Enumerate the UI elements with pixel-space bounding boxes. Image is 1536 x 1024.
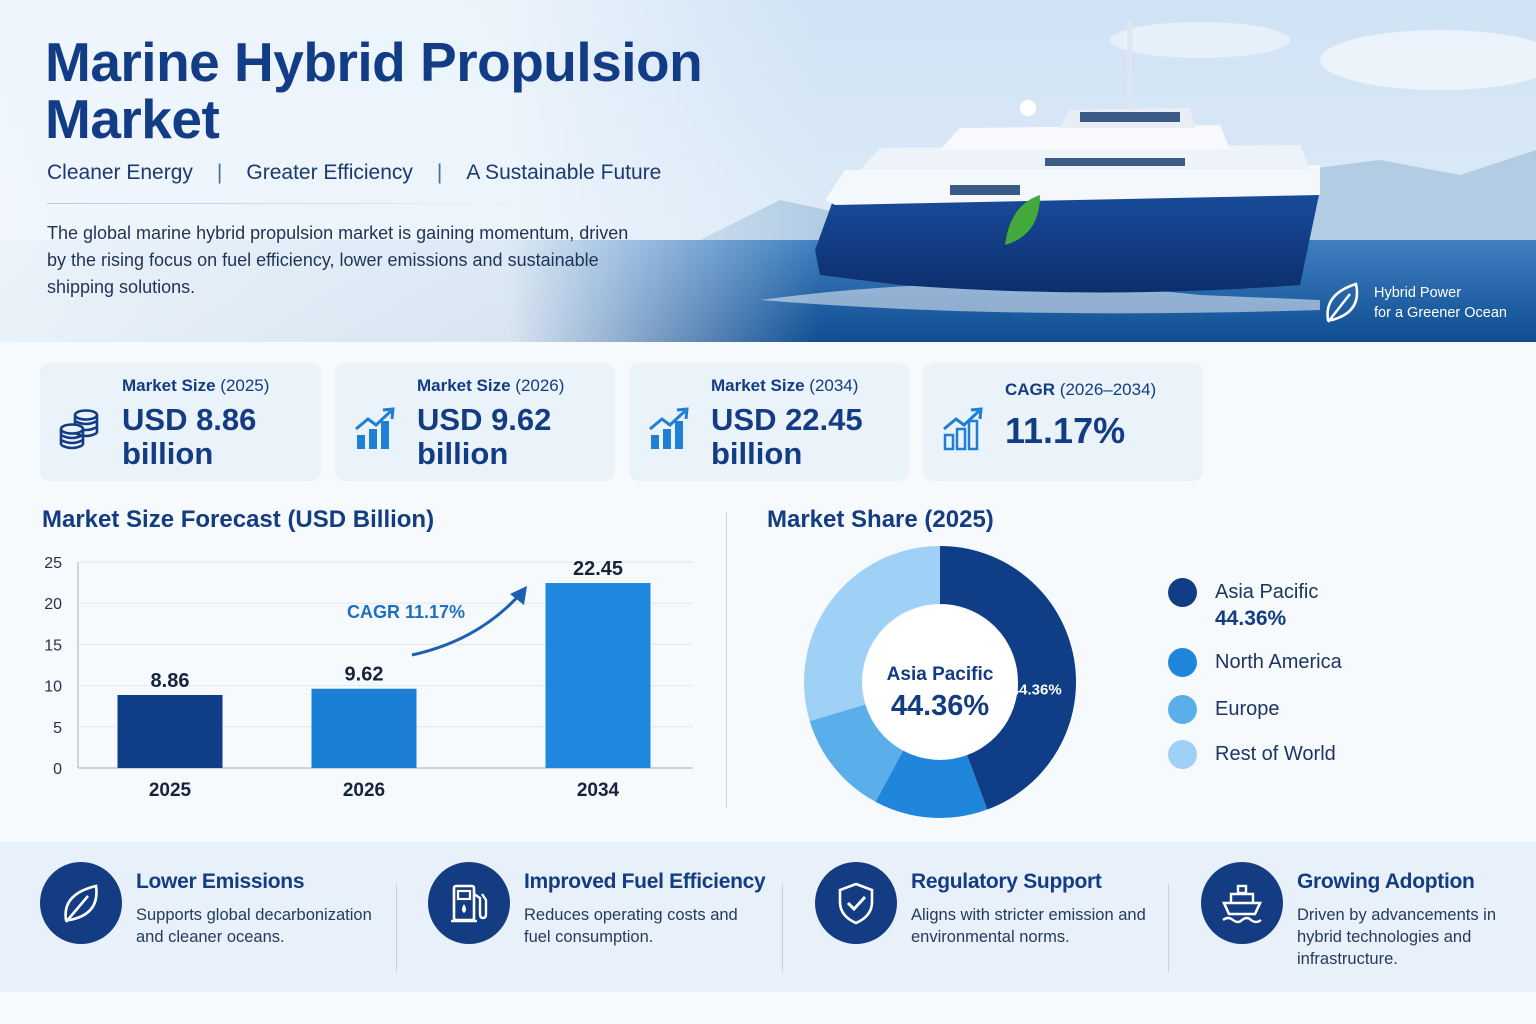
ship-icon (1221, 884, 1263, 924)
legend-swatch (1168, 695, 1197, 724)
growth-chart-icon (355, 407, 395, 449)
tagline-separator: | (436, 161, 443, 184)
fuel-pump-icon (451, 884, 488, 923)
tagline: A Sustainable Future (466, 161, 662, 184)
donut-hole (863, 605, 1017, 759)
feature-title: Growing Adoption (1297, 870, 1475, 893)
kpi-label: Market Size (2026) (417, 376, 565, 395)
bar-value-label: 22.45 (573, 558, 623, 580)
bar-2026 (311, 688, 417, 768)
x-tick-label: 2026 (343, 780, 385, 801)
legend-item-north-america: North America (1168, 648, 1342, 677)
feature-divider (782, 884, 783, 972)
bar-2025 (117, 694, 223, 768)
feature-title: Regulatory Support (911, 870, 1102, 893)
kpi-card-market-size-2025: Market Size (2025) USD 8.86 billion (40, 363, 321, 481)
cagr-arrowhead (510, 586, 527, 605)
donut-slice-rest-of-world (804, 546, 940, 722)
feature-icon-circle (1201, 862, 1283, 944)
cagr-arrow (411, 591, 524, 657)
bar-value-label: 8.86 (151, 670, 190, 692)
tagline: Cleaner Energy (47, 161, 193, 184)
growth-chart-icon (943, 407, 983, 451)
section-divider (726, 512, 727, 808)
feature-divider (396, 884, 397, 972)
tagline: Greater Efficiency (246, 161, 413, 184)
kpi-label: Market Size (2025) (122, 376, 270, 395)
donut-chart-title: Market Share (2025) (767, 506, 994, 533)
kpi-label: Market Size (2034) (711, 376, 859, 395)
divider (47, 203, 537, 204)
legend-item-asia-pacific: Asia Pacific 44.36% (1168, 578, 1318, 632)
bar-chart-title: Market Size Forecast (USD Billion) (42, 506, 435, 533)
tagline-row: Cleaner Energy | Greater Efficiency | A … (47, 158, 661, 188)
bar-value-label: 9.62 (345, 664, 384, 686)
shield-check-icon (838, 882, 874, 925)
legend-swatch (1168, 740, 1197, 769)
page-title: Marine Hybrid Propulsion Market (45, 31, 703, 150)
y-tick-label: 25 (44, 555, 62, 572)
intro-paragraph: The global marine hybrid propulsion mark… (47, 223, 629, 297)
x-tick-label: 2034 (577, 780, 620, 801)
feature-icon-circle (40, 862, 122, 944)
legend-label: Rest of World (1215, 743, 1336, 765)
legend-item-europe: Europe (1168, 695, 1280, 724)
market-share-donut-chart: 44.36% Asia Pacific 44.36% (804, 546, 1076, 818)
legend-label: Europe (1215, 698, 1280, 720)
kpi-value: USD 9.62 billion (417, 402, 552, 471)
leaf-icon (1326, 282, 1359, 323)
bar-2034 (545, 583, 651, 768)
kpi-card-market-size-2034: Market Size (2034) USD 22.45 billion (629, 363, 909, 481)
slice-value-label: 44.36% (1011, 682, 1062, 699)
coins-icon (59, 409, 99, 450)
feature-title: Lower Emissions (136, 870, 305, 893)
leaf-icon (64, 884, 98, 923)
legend-swatch (1168, 578, 1197, 607)
kpi-card-cagr: CAGR (2026–2034) 11.17% (923, 363, 1203, 481)
kpi-value: USD 22.45 billion (711, 402, 863, 471)
badge-line: for a Greener Ocean (1374, 305, 1507, 321)
feature-icon-circle (428, 862, 510, 944)
x-tick-label: 2025 (149, 780, 192, 801)
market-size-bar-chart: 05101520258.8620259.62202622.452034CAGR … (44, 555, 693, 801)
badge-line: Hybrid Power (1374, 285, 1462, 301)
feature-icon-circle (815, 862, 897, 944)
kpi-card-market-size-2026: Market Size (2026) USD 9.62 billion (335, 363, 615, 481)
kpi-value: 11.17% (1005, 410, 1126, 451)
y-tick-label: 10 (44, 679, 62, 696)
legend-swatch (1168, 648, 1197, 677)
feature-title: Improved Fuel Efficiency (524, 870, 766, 893)
hero-text-backdrop (0, 0, 820, 342)
y-tick-label: 5 (53, 720, 62, 737)
hybrid-power-badge: Hybrid Power for a Greener Ocean (1322, 280, 1507, 326)
hero-banner: Marine Hybrid Propulsion Market Cleaner … (0, 0, 1536, 342)
kpi-value: USD 8.86 billion (122, 402, 257, 471)
legend-value: 44.36% (1215, 607, 1287, 630)
legend-label: Asia Pacific (1215, 581, 1319, 603)
feature-description: Driven by advancements in hybrid technol… (1297, 906, 1497, 968)
feature-description: Aligns with stricter emission and enviro… (911, 906, 1146, 946)
donut-center-label: Asia Pacific (887, 664, 994, 685)
donut-center-value: 44.36% (891, 690, 990, 722)
legend-label: North America (1215, 651, 1342, 673)
feature-description: Reduces operating costs and fuel consump… (524, 906, 738, 946)
cagr-annotation: CAGR 11.17% (347, 602, 465, 622)
y-tick-label: 20 (44, 596, 62, 613)
legend-item-rest-of-world: Rest of World (1168, 740, 1336, 769)
feature-description: Supports global decarbonization and clea… (136, 906, 372, 946)
tagline-separator: | (216, 161, 223, 184)
kpi-label: CAGR (2026–2034) (1005, 380, 1157, 399)
donut-slice-europe (809, 704, 904, 802)
y-tick-label: 0 (53, 761, 62, 778)
y-tick-label: 15 (44, 637, 62, 654)
growth-chart-icon (649, 407, 689, 449)
donut-slice-north-america (875, 750, 988, 818)
feature-divider (1168, 884, 1169, 972)
donut-slice-asia-pacific (940, 546, 1076, 810)
